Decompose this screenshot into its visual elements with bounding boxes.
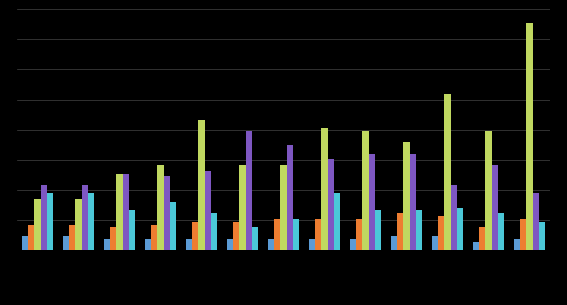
Bar [287,145,293,250]
Bar [170,202,176,250]
Bar [28,224,35,250]
Bar [268,239,274,250]
Bar [328,160,334,250]
Bar [315,219,321,250]
Bar [431,236,438,250]
Bar [246,131,252,250]
Bar [35,199,41,250]
Bar [410,154,416,250]
Bar [75,199,82,250]
Bar [129,210,136,250]
Bar [362,131,369,250]
Bar [397,213,403,250]
Bar [350,239,356,250]
Bar [492,165,498,250]
Bar [451,185,457,250]
Bar [321,128,328,250]
Bar [233,222,239,250]
Bar [391,236,397,250]
Bar [445,94,451,250]
Bar [520,219,526,250]
Bar [227,239,233,250]
Bar [192,222,198,250]
Bar [280,165,287,250]
Bar [47,193,53,250]
Bar [69,224,75,250]
Bar [82,185,88,250]
Bar [485,131,492,250]
Bar [498,213,505,250]
Bar [157,165,164,250]
Bar [334,193,340,250]
Bar [473,242,479,250]
Bar [116,174,122,250]
Bar [122,174,129,250]
Bar [22,236,28,250]
Bar [356,219,362,250]
Bar [438,216,445,250]
Bar [239,165,246,250]
Bar [198,120,205,250]
Bar [539,222,545,250]
Bar [41,185,47,250]
Bar [457,208,463,250]
Bar [151,224,157,250]
Bar [479,228,485,250]
Bar [526,23,532,250]
Bar [62,236,69,250]
Bar [308,239,315,250]
Bar [274,219,280,250]
Bar [369,154,375,250]
Bar [416,210,422,250]
Bar [293,219,299,250]
Bar [164,176,170,250]
Bar [211,213,217,250]
Bar [145,239,151,250]
Bar [88,193,94,250]
Bar [110,228,116,250]
Bar [252,228,259,250]
Bar [532,193,539,250]
Bar [104,239,110,250]
Bar [185,239,192,250]
Bar [514,239,520,250]
Bar [205,171,211,250]
Bar [375,210,382,250]
Bar [403,142,410,250]
